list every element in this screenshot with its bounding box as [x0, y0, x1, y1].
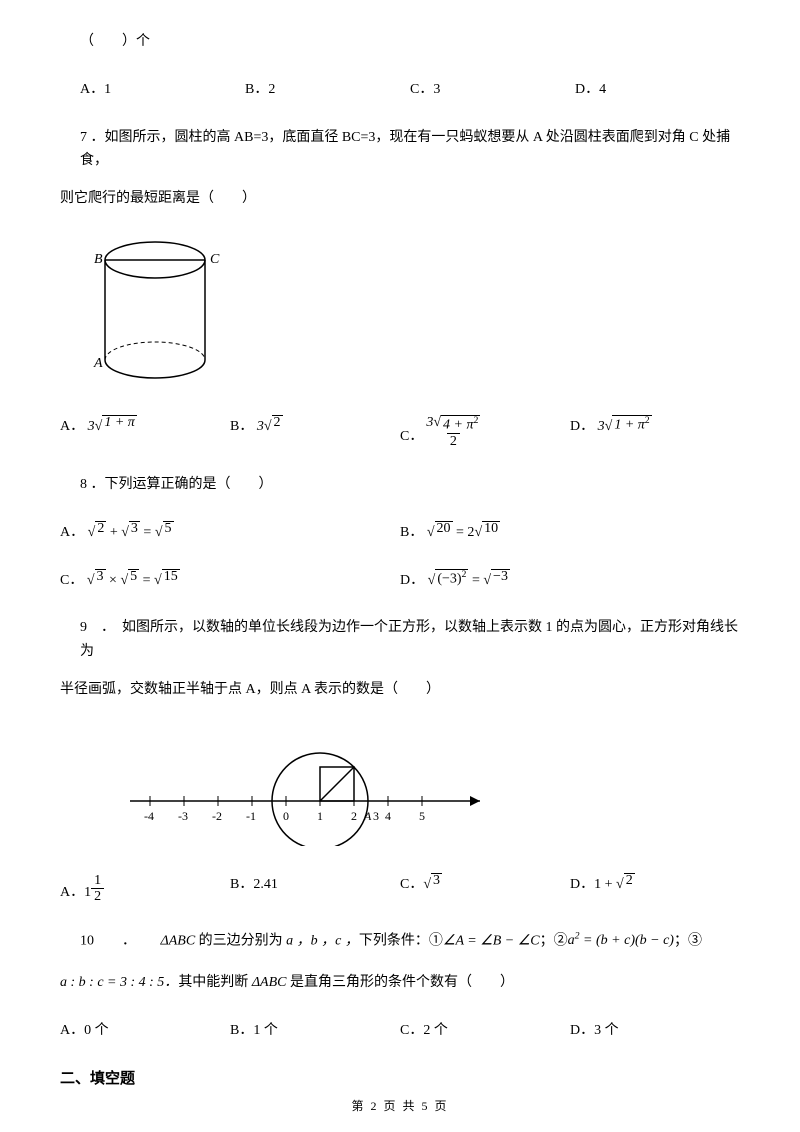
cyl-label-b: B	[94, 252, 103, 267]
page-footer: 第 2 页 共 5 页	[0, 1097, 800, 1114]
q7-options: A． 3√1 + π B． 3√2 C． 3√4 + π2 2 D． 3√1 +…	[60, 415, 740, 449]
q8-text: 下列运算正确的是（ ）	[105, 477, 273, 492]
cyl-label-a: A	[93, 356, 103, 371]
q8-stem: 8 ．下列运算正确的是（ ）	[60, 473, 740, 497]
q6-opt-b: B．2	[245, 78, 410, 102]
q8-options-1: A． √2 + √3 = √5 B． √20 = 2√10	[60, 521, 740, 545]
q8-options-2: C． √3 × √5 = √15 D． √(−3)2 = √−3	[60, 569, 740, 593]
q7-text: 如图所示，圆柱的高 AB=3，底面直径 BC=3，现在有一只蚂蚁想要从 A 处沿…	[80, 130, 730, 169]
q9-options: A． 1 12 B．2.41 C．√3 D．1 + √2	[60, 873, 740, 905]
q6-opt-c: C．3	[410, 78, 575, 102]
q9-opt-c: C．√3	[400, 873, 570, 905]
numline-label-a: A	[363, 809, 372, 823]
q9-figure: -4 -3 -2 -1 0 1 2 4 5 A 3	[120, 726, 740, 851]
q9-num: 9 ．	[80, 620, 122, 635]
q6-tail: （ ）个	[60, 30, 740, 54]
section-2-title: 二、填空题	[60, 1067, 740, 1088]
q7-stem-2: 则它爬行的最短距离是（ ）	[60, 187, 740, 211]
q9-opt-d: D．1 + √2	[570, 873, 740, 905]
q7-stem: 7 ．如图所示，圆柱的高 AB=3，底面直径 BC=3，现在有一只蚂蚁想要从 A…	[60, 126, 740, 174]
svg-text:-1: -1	[246, 809, 256, 823]
q8-opt-c: C． √3 × √5 = √15	[60, 569, 400, 593]
q7-opt-b: B． 3√2	[230, 415, 400, 449]
q7-num: 7 ．	[80, 130, 105, 145]
q8-opt-b: B． √20 = 2√10	[400, 521, 740, 545]
q10-opt-b: B．1 个	[230, 1019, 400, 1043]
q6-options: A．1 B．2 C．3 D．4	[60, 78, 740, 102]
q8-num: 8 ．	[80, 477, 105, 492]
q10-stem: 10 ． ΔABC 的三边分别为 a ，b ，c ，下列条件：①∠A = ∠B …	[60, 929, 740, 953]
svg-text:4: 4	[385, 809, 391, 823]
q7-opt-a: A． 3√1 + π	[60, 415, 230, 449]
q7-text2: 则它爬行的最短距离是（ ）	[60, 191, 256, 206]
q7-opt-d: D． 3√1 + π2	[570, 415, 740, 449]
q8-opt-a: A． √2 + √3 = √5	[60, 521, 400, 545]
q7-opt-c: C． 3√4 + π2 2	[400, 415, 570, 449]
q6-opt-d: D．4	[575, 78, 740, 102]
cyl-label-c: C	[210, 252, 220, 267]
q9-opt-b: B．2.41	[230, 873, 400, 905]
ticks: -4 -3 -2 -1 0 1 2 4 5	[144, 796, 425, 823]
svg-text:-2: -2	[212, 809, 222, 823]
q10-options: A．0 个 B．1 个 C．2 个 D．3 个	[60, 1019, 740, 1043]
svg-text:5: 5	[419, 809, 425, 823]
svg-text:2: 2	[351, 809, 357, 823]
numline-svg: -4 -3 -2 -1 0 1 2 4 5 A 3	[120, 726, 500, 846]
q6-opt-a: A．1	[80, 78, 245, 102]
svg-text:0: 0	[283, 809, 289, 823]
q9-text2: 半径画弧，交数轴正半轴于点 A，则点 A 表示的数是（ ）	[60, 682, 440, 697]
q8-opt-d: D． √(−3)2 = √−3	[400, 569, 740, 593]
svg-text:1: 1	[317, 809, 323, 823]
q6-tail-text: （ ）个	[80, 34, 150, 49]
q9-stem-2: 半径画弧，交数轴正半轴于点 A，则点 A 表示的数是（ ）	[60, 678, 740, 702]
q9-opt-a: A． 1 12	[60, 873, 230, 905]
q10-stem-2: a : b : c = 3 : 4 : 5．其中能判断 ΔABC 是直角三角形的…	[60, 971, 740, 995]
q9-stem: 9 ． 如图所示，以数轴的单位长线段为边作一个正方形，以数轴上表示数 1 的点为…	[60, 616, 740, 664]
q10-num: 10 ．	[80, 933, 157, 948]
svg-text:3: 3	[373, 809, 379, 823]
q10-opt-a: A．0 个	[60, 1019, 230, 1043]
q10-opt-d: D．3 个	[570, 1019, 740, 1043]
q9-text: 如图所示，以数轴的单位长线段为边作一个正方形，以数轴上表示数 1 的点为圆心，正…	[80, 620, 738, 659]
cylinder-svg: B C A	[80, 235, 230, 390]
q10-opt-c: C．2 个	[400, 1019, 570, 1043]
svg-text:-3: -3	[178, 809, 188, 823]
svg-text:-4: -4	[144, 809, 154, 823]
q7-figure: B C A	[80, 235, 740, 395]
